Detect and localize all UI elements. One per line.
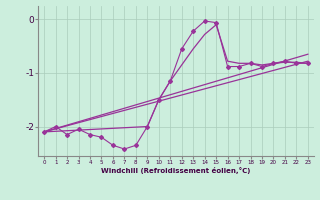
X-axis label: Windchill (Refroidissement éolien,°C): Windchill (Refroidissement éolien,°C) [101, 167, 251, 174]
